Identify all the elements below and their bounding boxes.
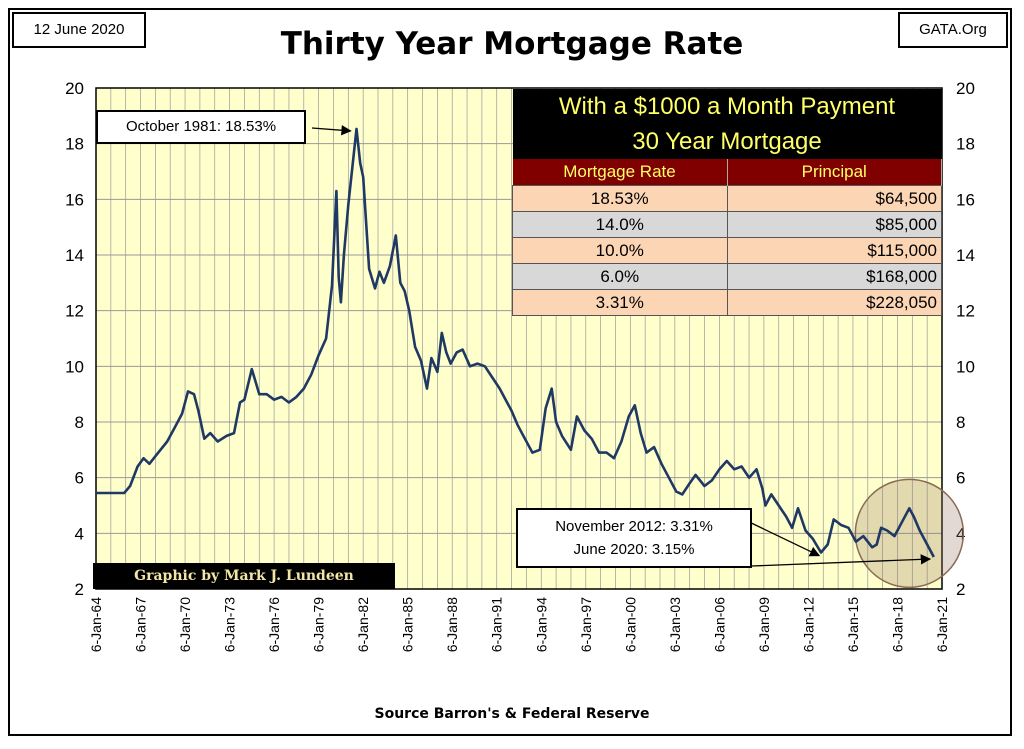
- y-tick-label-left: 14: [65, 246, 84, 265]
- table-row: 6.0% $168,000: [512, 263, 942, 290]
- x-tick-label: 6-Jan-94: [533, 597, 549, 652]
- y-tick-label-left: 10: [65, 357, 84, 376]
- table-row: 18.53% $64,500: [512, 185, 942, 212]
- peak-arrow: [311, 125, 352, 136]
- low-annotation-line-2: June 2020: 3.15%: [573, 541, 695, 558]
- table-row: 3.31% $228,050: [512, 289, 942, 316]
- x-tick-label: 6-Jan-82: [355, 597, 371, 652]
- column-header-principal: Principal: [727, 159, 942, 186]
- low-arrow-2020: [751, 554, 932, 567]
- principal-cell: $168,000: [726, 263, 942, 290]
- rate-cell: 10.0%: [512, 237, 728, 264]
- x-tick-label: 6-Jan-03: [667, 597, 683, 652]
- peak-annotation: October 1981: 18.53%: [96, 110, 306, 144]
- table-row: 10.0% $115,000: [512, 237, 942, 264]
- x-tick-label: 6-Jan-06: [711, 597, 727, 652]
- rate-cell: 3.31%: [512, 289, 728, 316]
- plot-border: [95, 87, 943, 590]
- y-tick-label-left: 8: [75, 413, 84, 432]
- y-tick-label-left: 2: [75, 580, 84, 599]
- x-tick-label: 6-Jan-21: [934, 597, 950, 652]
- y-tick-label-right: 16: [956, 190, 975, 209]
- principal-cell: $228,050: [726, 289, 942, 316]
- table-title-1: With a $1000 a Month Payment: [512, 89, 942, 124]
- y-tick-label-left: 4: [75, 524, 84, 543]
- y-tick-label-right: 10: [956, 357, 975, 376]
- x-tick-label: 6-Jan-85: [400, 597, 416, 652]
- x-tick-label: 6-Jan-12: [800, 597, 816, 652]
- source-note: Source Barron's & Federal Reserve: [374, 706, 650, 722]
- y-tick-label-right: 2: [956, 580, 965, 599]
- principal-cell: $85,000: [726, 211, 942, 238]
- y-tick-label-right: 12: [956, 302, 975, 321]
- low-annotation-line-1: November 2012: 3.31%: [555, 518, 713, 535]
- site-label: GATA.Org: [898, 12, 1008, 48]
- payment-table: With a $1000 a Month Payment 30 Year Mor…: [512, 89, 942, 316]
- x-tick-label: 6-Jan-64: [88, 597, 104, 652]
- x-tick-label: 6-Jan-18: [889, 597, 905, 652]
- table-row: 14.0% $85,000: [512, 211, 942, 238]
- principal-cell: $115,000: [726, 237, 942, 264]
- y-tick-label-left: 12: [65, 302, 84, 321]
- x-tick-label: 6-Jan-15: [845, 597, 861, 652]
- highlight-circle: [854, 478, 965, 589]
- x-tick-label: 6-Jan-70: [177, 597, 193, 652]
- x-tick-label: 6-Jan-00: [622, 597, 638, 652]
- y-tick-label-right: 8: [956, 413, 965, 432]
- x-tick-label: 6-Jan-88: [444, 597, 460, 652]
- y-tick-label-right: 14: [956, 246, 975, 265]
- x-tick-label: 6-Jan-67: [133, 597, 149, 652]
- low-annotation: November 2012: 3.31% June 2020: 3.15%: [516, 508, 752, 568]
- y-tick-label-left: 16: [65, 190, 84, 209]
- x-tick-label: 6-Jan-73: [222, 597, 238, 652]
- y-tick-label-left: 20: [65, 79, 84, 98]
- rate-cell: 6.0%: [512, 263, 728, 290]
- date-label: 12 June 2020: [12, 12, 146, 48]
- y-tick-label-left: 6: [75, 469, 84, 488]
- column-header-rate: Mortgage Rate: [512, 159, 728, 186]
- series-line: [96, 127, 935, 558]
- principal-cell: $64,500: [726, 185, 942, 212]
- credit-banner: Graphic by Mark J. Lundeen: [93, 563, 395, 589]
- y-tick-label-left: 18: [65, 135, 84, 154]
- x-tick-label: 6-Jan-97: [578, 597, 594, 652]
- x-tick-label: 6-Jan-76: [266, 597, 282, 652]
- table-title-2: 30 Year Mortgage: [512, 124, 942, 159]
- x-tick-label: 6-Jan-79: [311, 597, 327, 652]
- chart-title: Thirty Year Mortgage Rate: [280, 26, 744, 62]
- y-tick-label-right: 6: [956, 469, 965, 488]
- x-tick-label: 6-Jan-91: [489, 597, 505, 652]
- y-tick-label-right: 18: [956, 135, 975, 154]
- rate-cell: 18.53%: [512, 185, 728, 212]
- rate-cell: 14.0%: [512, 211, 728, 238]
- y-tick-label-right: 20: [956, 79, 975, 98]
- y-tick-label-right: 4: [956, 524, 965, 543]
- x-tick-label: 6-Jan-09: [756, 597, 772, 652]
- low-arrow-2012: [744, 519, 821, 557]
